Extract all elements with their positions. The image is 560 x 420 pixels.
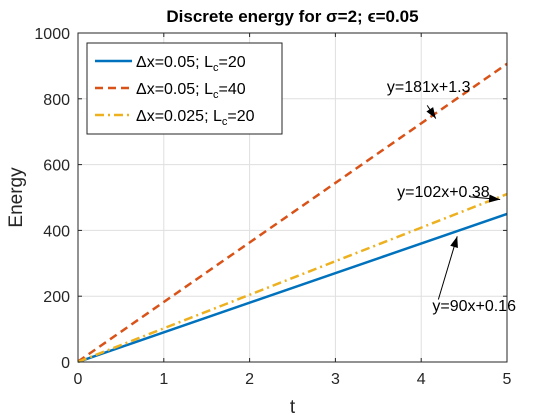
y-tick-label: 800 bbox=[43, 92, 70, 109]
y-tick-label: 200 bbox=[43, 289, 70, 306]
x-tick-label: 5 bbox=[503, 371, 512, 388]
annotation-label: y=181x+1.3 bbox=[387, 79, 471, 96]
axis-ticks: 0 1 2 3 4 5 0 200 400 600 800 1000 bbox=[34, 26, 511, 388]
legend-label: Δx=0.05; Lc=40 bbox=[136, 81, 246, 101]
x-tick-label: 3 bbox=[331, 371, 340, 388]
series-line bbox=[77, 212, 508, 364]
annotation-label: y=102x+0.38 bbox=[397, 184, 490, 201]
annotation-arrowhead bbox=[426, 107, 436, 119]
y-tick-label: 0 bbox=[61, 355, 70, 372]
y-tick-label: 400 bbox=[43, 223, 70, 240]
series-lines bbox=[77, 62, 508, 364]
x-axis-label: t bbox=[290, 397, 296, 418]
legend: Δx=0.05; Lc=20 Δx=0.05; Lc=40 Δx=0.025; Lc… bbox=[86, 42, 283, 135]
x-tick-label: 0 bbox=[74, 371, 83, 388]
axes-box bbox=[77, 32, 508, 363]
chart-title: Discrete energy for σ=2; ϵ=0.05 bbox=[166, 7, 418, 26]
series-line bbox=[77, 192, 508, 364]
legend-box bbox=[86, 42, 283, 135]
annotations: y=181x+1.3 y=102x+0.38 y=90x+0.16 bbox=[387, 79, 516, 315]
y-tick-label: 600 bbox=[43, 158, 70, 175]
x-tick-label: 4 bbox=[417, 371, 426, 388]
x-tick-label: 2 bbox=[245, 371, 254, 388]
annotation-arrowhead bbox=[450, 236, 458, 249]
y-tick-label: 1000 bbox=[34, 26, 70, 43]
legend-label: Δx=0.025; Lc=20 bbox=[136, 108, 255, 128]
y-axis-label: Energy bbox=[6, 167, 27, 228]
annotation-arrowhead bbox=[488, 194, 501, 203]
x-tick-label: 1 bbox=[159, 371, 168, 388]
series-line bbox=[77, 62, 508, 363]
annotation-label: y=90x+0.16 bbox=[432, 298, 516, 315]
legend-label: Δx=0.05; Lc=20 bbox=[136, 54, 246, 74]
